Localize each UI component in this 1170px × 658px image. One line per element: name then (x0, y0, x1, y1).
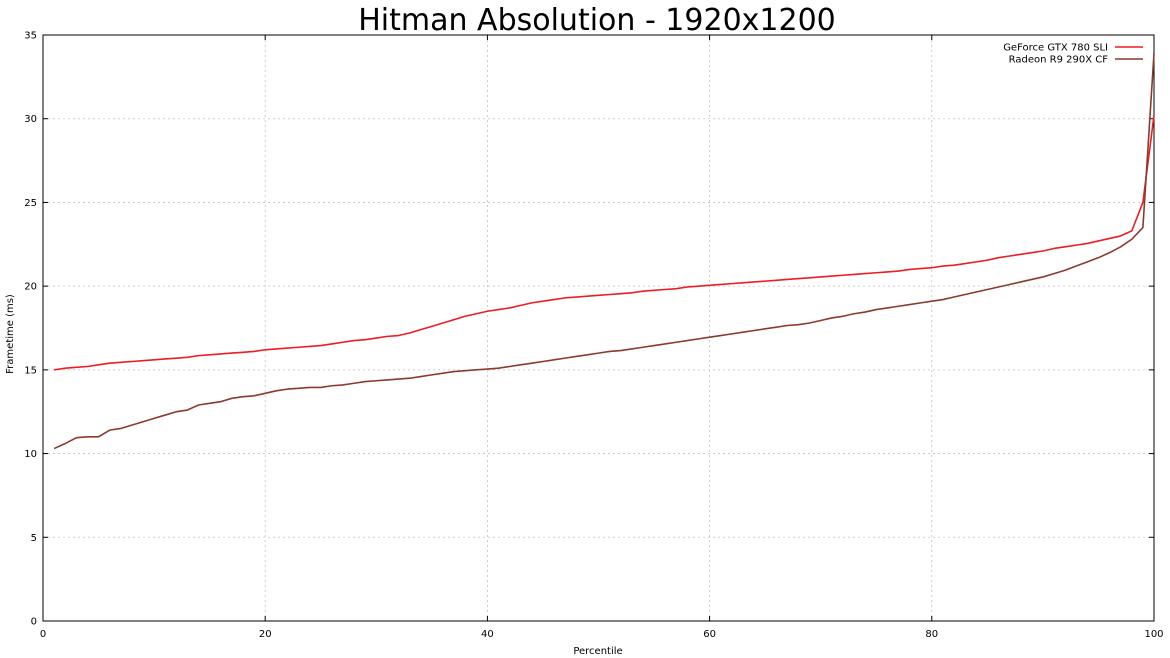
y-tick-label: 35 (24, 31, 37, 42)
y-tick-label: 5 (31, 533, 37, 544)
grid-lines (43, 35, 1154, 621)
y-tick-label: 0 (31, 617, 37, 628)
x-tick-label: 100 (1144, 629, 1163, 640)
y-tick-label: 10 (24, 449, 37, 460)
y-tick-label: 15 (24, 365, 37, 376)
chart-title: Hitman Absolution - 1920x1200 (358, 3, 836, 38)
x-tick-label: 40 (481, 629, 494, 640)
y-tick-label: 30 (24, 114, 37, 125)
x-tick-label: 60 (703, 629, 716, 640)
y-axis-label: Frametime (ms) (5, 294, 16, 374)
series-lines (53, 53, 1155, 450)
x-tick-label: 0 (40, 629, 46, 640)
x-axis-label: Percentile (573, 646, 622, 657)
plot-frame (42, 34, 1155, 622)
y-tick-label: 20 (24, 282, 37, 293)
series-line-geforce-gtx-780-sli (53, 115, 1155, 371)
y-tick-label: 25 (24, 198, 37, 209)
legend-label: GeForce GTX 780 SLI (1003, 43, 1108, 54)
legend-label: Radeon R9 290X CF (1009, 55, 1109, 66)
axis-ticks: 0 20 40 60 80 100 0 5 10 15 20 25 30 35 (24, 31, 1163, 641)
x-tick-label: 80 (925, 629, 938, 640)
x-tick-label: 20 (259, 629, 272, 640)
series-line-radeon-r9-290x-cf (53, 53, 1155, 450)
